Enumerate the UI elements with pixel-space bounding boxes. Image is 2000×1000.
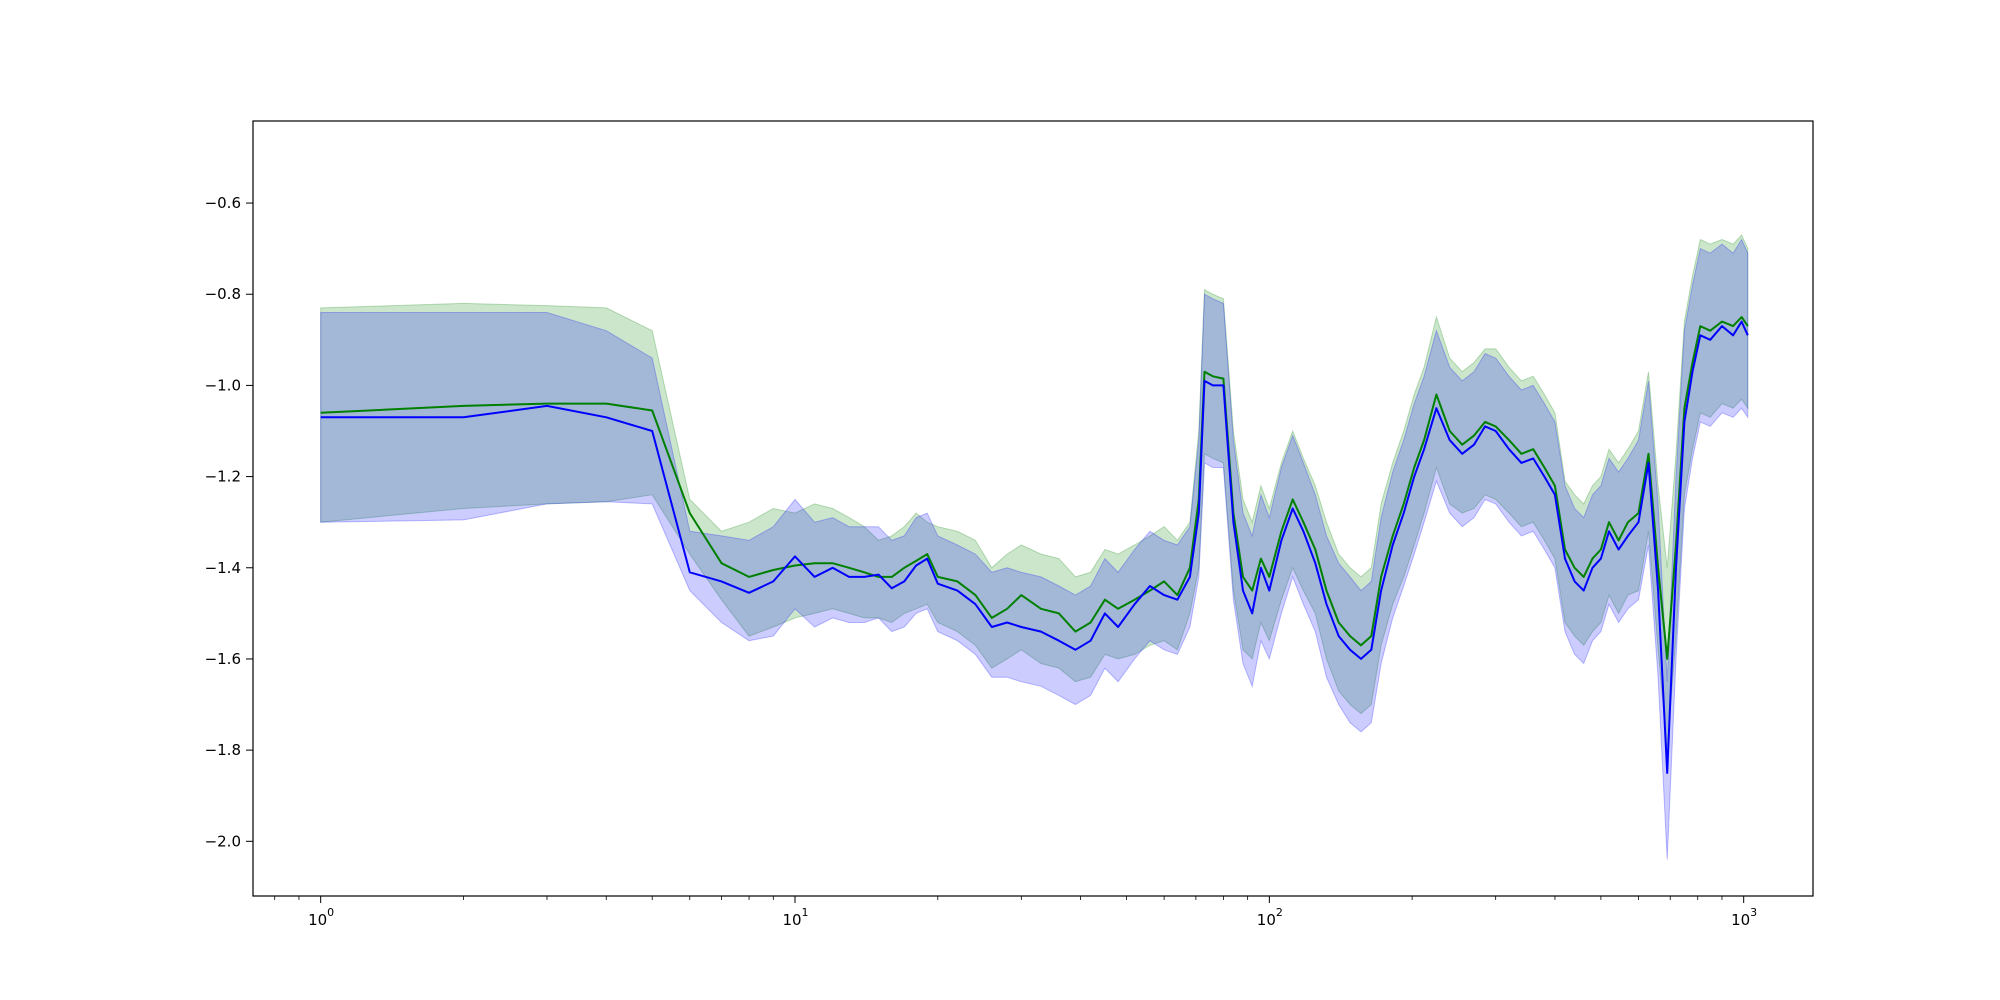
y-tick-label: −2.0 (205, 832, 241, 850)
y-tick-label: −1.0 (205, 376, 241, 394)
series-1-band (320, 234, 1749, 751)
series-2-band (320, 238, 1749, 860)
y-tick-label: −0.6 (205, 194, 241, 212)
x-tick-label: 10 (1257, 911, 1276, 929)
x-tick-exponent: 0 (327, 906, 334, 919)
x-tick-label: 10 (308, 911, 327, 929)
y-tick-label: −1.6 (205, 650, 241, 668)
series-1-line (320, 316, 1749, 660)
x-tick-exponent: 1 (802, 906, 809, 919)
x-tick-exponent: 3 (1750, 906, 1757, 919)
x-tick-exponent: 2 (1276, 906, 1283, 919)
y-tick-label: −0.8 (205, 285, 241, 303)
y-tick-label: −1.4 (205, 559, 241, 577)
axes: 10 0 10 1 10 2 10 3−0.6−0.8−1.0−1.2−1.4−1.6−1.8… (205, 120, 1814, 929)
y-tick-label: −1.8 (205, 741, 241, 759)
y-tick-label: −1.2 (205, 468, 241, 486)
x-tick-label: 10 (782, 911, 801, 929)
axes-frame (252, 120, 1814, 897)
plot-area (320, 234, 1749, 860)
x-tick-label: 10 (1731, 911, 1750, 929)
series-2-line (320, 320, 1749, 774)
